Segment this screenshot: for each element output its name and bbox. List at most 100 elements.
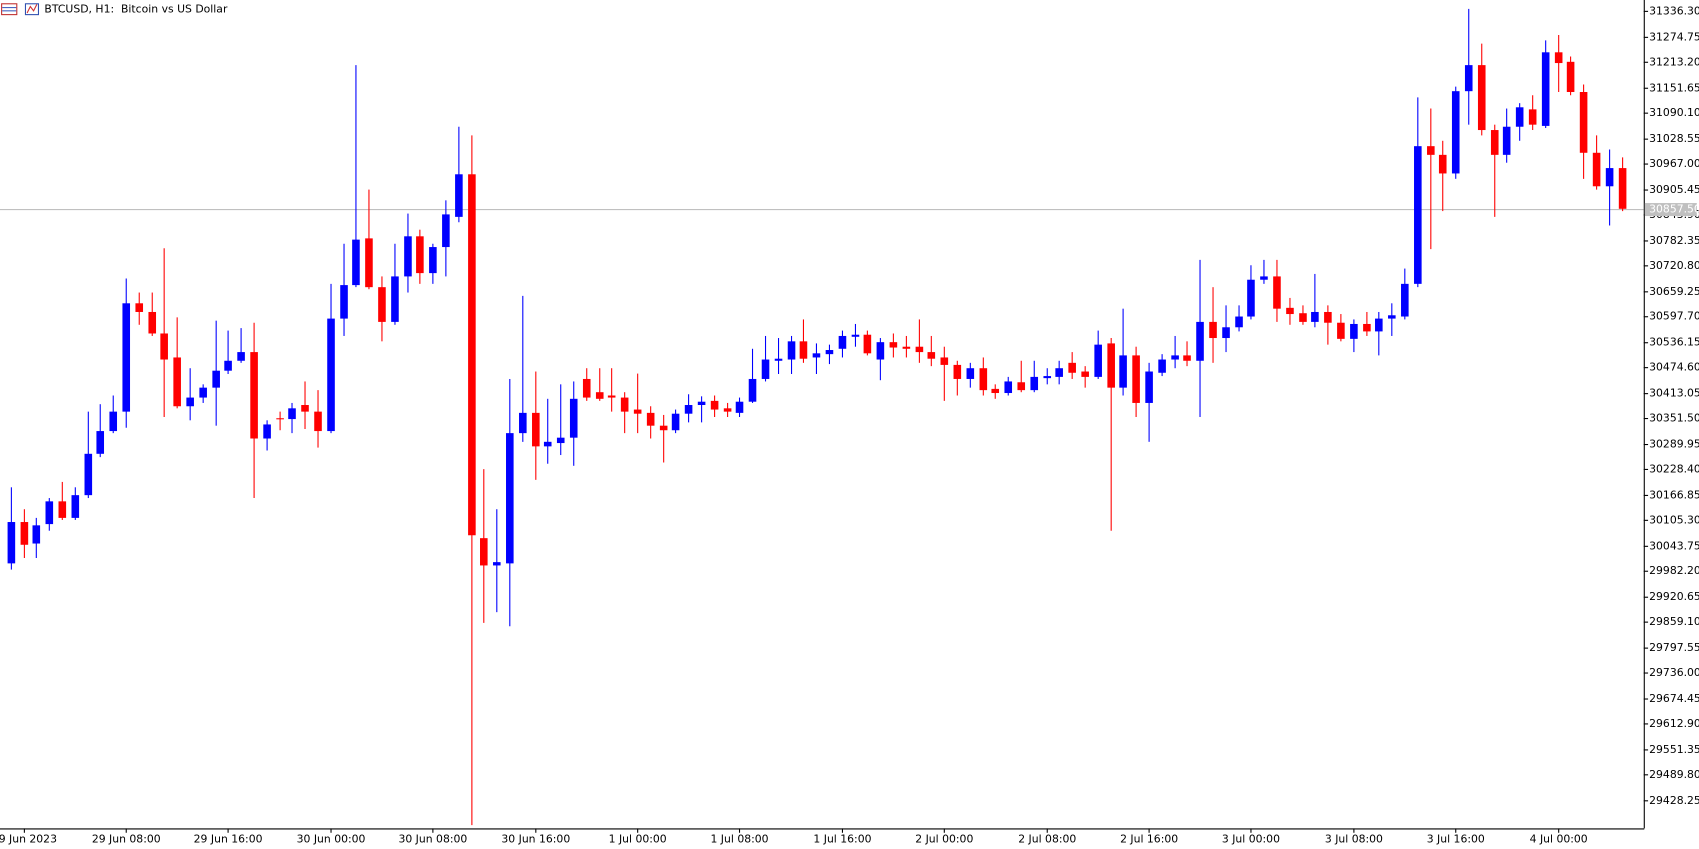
candle-body — [1081, 371, 1089, 377]
candle-body — [902, 346, 911, 349]
y-tick-label: 29489.80 — [1649, 768, 1699, 781]
candle-body — [851, 334, 860, 337]
x-tick-label: 2 Jul 16:00 — [1120, 832, 1178, 845]
candle-body — [301, 405, 309, 412]
y-tick-label: 31336.30 — [1649, 4, 1699, 17]
candle-body — [620, 397, 629, 412]
x-tick-label: 2 Jul 00:00 — [915, 832, 973, 845]
y-tick-label: 31213.20 — [1649, 55, 1699, 68]
y-tick-label: 30228.40 — [1649, 462, 1699, 475]
candle-body — [493, 562, 501, 566]
y-tick-label: 29797.55 — [1649, 641, 1699, 654]
candle-body — [1004, 381, 1013, 394]
title-icons — [1, 3, 40, 16]
candle-body — [1388, 315, 1396, 319]
current-price-box — [1644, 203, 1697, 217]
y-tick-label: 30597.70 — [1649, 310, 1699, 323]
candle-body — [812, 353, 821, 358]
candle-body — [1554, 52, 1563, 64]
candle-body — [979, 368, 988, 391]
candle-body — [327, 318, 335, 432]
x-tick-label: 30 Jun 16:00 — [501, 832, 570, 845]
candle-body — [122, 303, 131, 412]
candle-body — [135, 303, 144, 312]
candle-body — [1145, 371, 1153, 403]
candle-body — [45, 501, 54, 525]
candle-body — [1490, 130, 1499, 155]
x-tick-label: 1 Jul 00:00 — [609, 832, 667, 845]
candle-body — [1183, 355, 1191, 361]
candle-body — [1363, 323, 1371, 332]
candle-body — [774, 358, 783, 361]
candle-body — [1401, 283, 1409, 317]
candle-body — [1350, 323, 1358, 339]
candle-body — [314, 411, 322, 432]
candle-body — [1515, 107, 1524, 127]
candle-body — [1043, 376, 1052, 379]
candle-body — [288, 408, 296, 420]
candle-body — [365, 238, 373, 288]
candle-body — [607, 395, 616, 398]
candle-body — [1299, 313, 1307, 322]
candle-body — [404, 236, 412, 277]
chart-title: BTCUSD, H1: Bitcoin vs US Dollar — [44, 3, 228, 16]
candle-body — [659, 425, 668, 431]
candle-body — [991, 388, 1000, 394]
candle-body — [391, 276, 399, 322]
candle-body — [160, 333, 168, 360]
candle-body — [71, 495, 80, 518]
candle-body — [684, 405, 693, 414]
candle-body — [1196, 321, 1204, 361]
candle-body — [966, 368, 975, 379]
candle-body — [1094, 344, 1102, 377]
y-tick-label: 29982.20 — [1649, 564, 1699, 577]
candle-body — [1502, 126, 1511, 155]
candle-body — [263, 424, 271, 439]
candle-body — [1260, 276, 1268, 280]
candle-body — [96, 431, 105, 454]
x-tick-label: 29 Jun 2023 — [0, 832, 57, 845]
candle-body — [378, 287, 386, 322]
candle-body — [1579, 92, 1588, 153]
candle-body — [1605, 168, 1614, 187]
candle-body — [186, 397, 194, 407]
candle-body — [173, 357, 181, 407]
y-tick-label: 31151.65 — [1649, 81, 1699, 94]
y-tick-label: 30289.95 — [1649, 438, 1699, 451]
candle-body — [84, 453, 93, 496]
x-tick-label: 29 Jun 16:00 — [194, 832, 263, 845]
candle-body — [787, 341, 796, 360]
candle-body — [646, 412, 655, 426]
candle-body — [148, 311, 157, 334]
candle-body — [416, 236, 424, 274]
y-tick-label: 30043.75 — [1649, 539, 1699, 552]
candle-body — [224, 360, 232, 371]
x-tick-label: 29 Jun 08:00 — [92, 832, 161, 845]
icon-chart-line — [26, 4, 38, 14]
x-tick-label: 30 Jun 08:00 — [398, 832, 467, 845]
y-tick-label: 30413.05 — [1649, 387, 1699, 400]
candle-body — [1158, 359, 1166, 373]
candle-body — [748, 378, 757, 402]
candle-body — [1324, 311, 1332, 323]
candle-body — [876, 342, 885, 360]
y-tick-label: 31274.75 — [1649, 30, 1699, 43]
candle-body — [352, 239, 360, 286]
candle-body — [556, 437, 565, 444]
y-tick-label: 31090.10 — [1649, 106, 1699, 119]
candle-body — [237, 352, 245, 361]
candle-body — [825, 350, 834, 355]
x-tick-label: 2 Jul 08:00 — [1018, 832, 1076, 845]
candle-body — [442, 214, 450, 248]
y-tick-label: 30659.25 — [1649, 285, 1699, 298]
y-tick-label: 29551.35 — [1649, 743, 1699, 756]
candle-body — [1222, 327, 1230, 339]
candle-body — [1235, 316, 1243, 328]
candle-body — [506, 433, 514, 564]
candle-body — [199, 387, 207, 398]
y-tick-label: 29612.90 — [1649, 717, 1699, 730]
x-tick-label: 4 Jul 00:00 — [1530, 832, 1588, 845]
candle-body — [1068, 362, 1076, 373]
